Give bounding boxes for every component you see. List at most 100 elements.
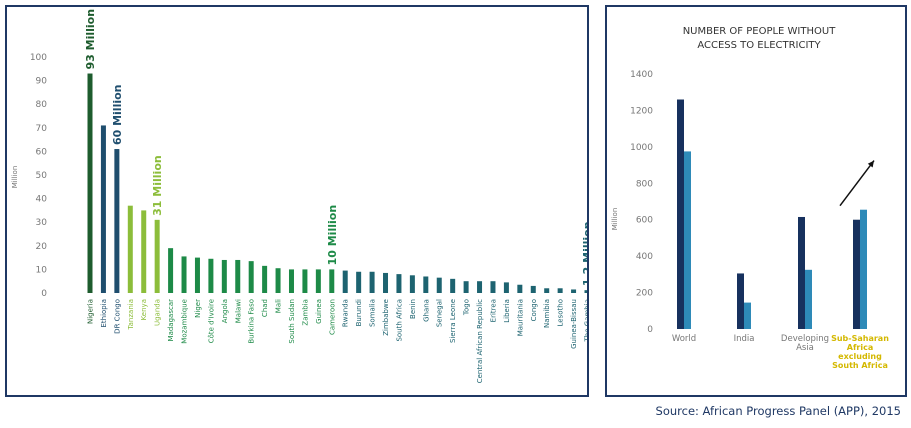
- bar-benin: [409, 275, 415, 293]
- x-tick-label: Niger: [194, 299, 202, 318]
- x-tick-label: Somalia: [369, 299, 377, 327]
- bar-chad: [262, 265, 268, 293]
- x-tick-label: Central African Republic: [476, 299, 484, 383]
- bar-c-te-d-ivoire: [208, 258, 214, 293]
- bar-kenya: [141, 210, 147, 293]
- bar-niger: [194, 257, 200, 293]
- y-tick-label: 0: [647, 325, 653, 335]
- data-annotation: 1.2 Million: [581, 221, 587, 286]
- x-tick-label: Burundi: [355, 299, 363, 326]
- x-tick-label: Chad: [261, 299, 269, 317]
- trend-arrow-head: [867, 160, 874, 168]
- y-tick-label: 60: [36, 147, 48, 157]
- y-tick-label: 20: [36, 242, 48, 252]
- x-tick-label: Uganda: [154, 299, 162, 326]
- chart-title-line-2: ACCESS TO ELECTRICITY: [697, 40, 821, 51]
- x-tick-label: Rwanda: [342, 299, 350, 327]
- bar-south-sudan: [288, 269, 294, 293]
- bar-developing-asia-series-2: [805, 269, 812, 329]
- bar-lesotho: [557, 288, 563, 293]
- y-axis-label: Million: [611, 208, 619, 231]
- bar-india-series-1: [737, 273, 744, 329]
- y-tick-label: 0: [41, 289, 47, 299]
- y-tick-label: 80: [36, 100, 48, 110]
- x-tick-label: South Africa: [395, 299, 403, 342]
- left-chart-panel: 0 10 20 30 40 50 60 70 80 90 100 Million Nigeria Ethi…: [5, 5, 589, 397]
- x-tick-label: Mali: [275, 299, 283, 313]
- bar-the-gambia: [584, 290, 587, 293]
- x-tick-label: Togo: [463, 299, 471, 316]
- bar-nigeria: [87, 73, 93, 294]
- x-tick-label: Ethiopia: [100, 299, 108, 328]
- x-tick-label: DR Congo: [113, 299, 121, 334]
- x-tick-label: Mozambique: [181, 299, 189, 344]
- bar-eritrea: [490, 281, 496, 293]
- bar-tanzania: [127, 205, 133, 293]
- bar-liberia: [503, 282, 509, 293]
- bar-zimbabwe: [383, 272, 389, 293]
- x-tick-label: Kenya: [140, 299, 148, 320]
- bar-togo: [463, 281, 469, 293]
- y-tick-label: 800: [636, 179, 653, 189]
- bar-developing-asia-series-1: [798, 216, 805, 329]
- bar-mauritania: [517, 284, 523, 293]
- bar-mali: [275, 268, 281, 293]
- x-tick-label: Tanzania: [127, 299, 135, 330]
- y-tick-label: 100: [30, 53, 47, 63]
- right-bar-chart: NUMBER OF PEOPLE WITHOUT ACCESS TO ELECTR…: [611, 26, 889, 370]
- y-tick-label: 1400: [630, 70, 653, 80]
- x-tick-label: Guinea-Bissau: [570, 299, 578, 349]
- bar-rwanda: [342, 270, 348, 293]
- x-tick-label: Zambia: [301, 299, 309, 326]
- x-tick-label: Asia: [796, 343, 814, 353]
- y-tick-label: 400: [636, 252, 653, 262]
- bar-ethiopia: [100, 125, 106, 293]
- x-tick-label: Cameroon: [328, 299, 336, 335]
- x-tick-label: Liberia: [503, 299, 511, 323]
- bar-sierra-leone: [450, 278, 456, 293]
- bar-namibia: [544, 288, 550, 293]
- y-tick-label: 70: [36, 124, 48, 134]
- bar-malawi: [235, 259, 241, 293]
- x-tick-label: Malawi: [234, 299, 242, 323]
- x-tick-label: Sierra Leone: [449, 299, 457, 343]
- bar-sub-saharan-africa-excluding-south-africa-series-2: [860, 209, 867, 329]
- x-tick-label: Guinea: [315, 299, 323, 324]
- bar-dr-congo: [114, 149, 120, 293]
- bar-guinea: [315, 269, 321, 293]
- bar-angola: [221, 259, 227, 293]
- x-tick-label: Eritrea: [489, 299, 497, 322]
- y-tick-label: 600: [636, 216, 653, 226]
- x-tick-label: excluding: [838, 352, 882, 361]
- bar-cameroon: [329, 269, 335, 293]
- bar-zambia: [302, 269, 308, 293]
- x-tick-label: South Sudan: [288, 299, 296, 344]
- x-tick-label: Nigeria: [87, 299, 95, 324]
- data-annotation: 60 Million: [111, 84, 124, 145]
- y-tick-label: 40: [36, 195, 48, 205]
- x-tick-label: Mauritania: [516, 299, 524, 336]
- left-bar-chart: 0 10 20 30 40 50 60 70 80 90 100 Million Nigeria Ethi…: [11, 9, 588, 383]
- chart-title-line-1: NUMBER OF PEOPLE WITHOUT: [683, 26, 837, 37]
- x-tick-label: Africa: [847, 343, 874, 352]
- x-tick-label: India: [734, 334, 755, 344]
- x-tick-label: The Gambia: [584, 299, 588, 342]
- bar-sub-saharan-africa-excluding-south-africa-series-1: [853, 219, 860, 329]
- data-annotation: 10 Million: [326, 205, 339, 266]
- x-tick-label: Angola: [221, 299, 229, 323]
- x-tick-label: Senegal: [436, 299, 444, 327]
- bar-world-series-2: [684, 151, 691, 329]
- trend-arrow-shaft: [839, 160, 875, 207]
- x-tick-label: Developing: [781, 334, 829, 344]
- x-tick-label: Ghana: [422, 299, 430, 322]
- bar-guinea-bissau: [571, 289, 577, 293]
- right-chart-panel: NUMBER OF PEOPLE WITHOUT ACCESS TO ELECTR…: [605, 5, 907, 397]
- x-tick-label: Sub-Saharan: [831, 334, 889, 343]
- bar-south-africa: [396, 274, 402, 293]
- bar-mozambique: [181, 256, 187, 293]
- x-tick-label: Namibia: [543, 299, 551, 328]
- x-tick-label: Lesotho: [557, 299, 565, 326]
- y-tick-label: 1000: [630, 143, 653, 153]
- bar-congo: [530, 285, 536, 293]
- x-tick-label: Madagascar: [167, 299, 175, 342]
